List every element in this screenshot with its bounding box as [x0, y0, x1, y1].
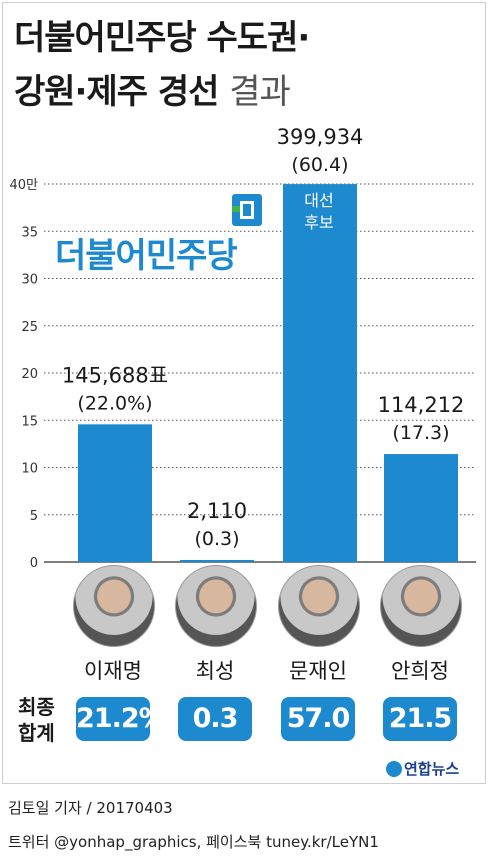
- data-label-pct-3: (60.4): [291, 154, 348, 176]
- final-total-4: 21.5: [383, 697, 457, 741]
- final-total-label-line-1: 최종: [18, 695, 55, 719]
- candidate-name-2: 최성: [195, 659, 235, 683]
- candidate-portrait-1: [73, 565, 155, 647]
- data-label-pct-4: (17.3): [392, 422, 449, 444]
- candidate-name-3: 문재인: [289, 659, 347, 683]
- candidate-portrait-3: [278, 565, 360, 647]
- title-line-2-bold: 강원·제주 경선: [14, 72, 219, 112]
- agency-logo: 연합뉴스: [386, 758, 459, 779]
- graphic-frame: [2, 2, 486, 784]
- candidate-name-1: 이재명: [84, 659, 142, 683]
- bar-4: [384, 454, 458, 562]
- y-tick-label: 0: [30, 556, 38, 571]
- title-line-2-light: 결과: [229, 72, 291, 112]
- final-total-2: 0.3: [178, 697, 252, 741]
- final-total-label: 최종 합계: [18, 694, 55, 746]
- credit-social: 트위터 @yonhap_graphics, 페이스북 tuney.kr/LeYN…: [8, 833, 379, 851]
- data-label-pct-2: (0.3): [194, 528, 239, 550]
- vote-bar-chart: 0 5 10 15 20 25 30 35 40만 145,688표 (22.0%) 2,110 (0.…: [9, 125, 476, 571]
- data-label-pct-1: (22.0%): [77, 392, 152, 414]
- y-tick-label: 20: [21, 367, 38, 382]
- y-tick-label: 15: [21, 414, 38, 429]
- candidate-name-4: 안희정: [391, 659, 449, 683]
- winner-annotation: 대선 후보: [286, 190, 352, 234]
- data-label-value-3: 399,934: [277, 125, 364, 149]
- final-total-1: 21.2%: [76, 697, 166, 741]
- bar-1: [78, 424, 152, 562]
- winner-annotation-line-2: 후보: [304, 213, 334, 232]
- y-tick-label: 40만: [9, 178, 38, 193]
- y-tick-label: 35: [21, 225, 38, 240]
- winner-annotation-line-1: 대선: [304, 191, 334, 210]
- final-total-3: 57.0: [281, 697, 355, 741]
- y-tick-label: 30: [21, 273, 38, 288]
- y-tick-label: 25: [21, 320, 38, 335]
- y-tick-label: 10: [21, 462, 38, 477]
- bar-2: [180, 560, 254, 562]
- candidate-portrait-4: [380, 565, 462, 647]
- data-label-value-4: 114,212: [378, 393, 465, 417]
- title-line-1: 더불어민주당 수도권·: [14, 18, 310, 58]
- agency-name: 연합뉴스: [404, 760, 460, 778]
- data-label-value-1: 145,688표: [62, 363, 168, 387]
- party-logo-text: 더불어민주당: [55, 236, 238, 276]
- party-logo-icon: [230, 192, 264, 232]
- credit-reporter: 김토일 기자 / 20170403: [8, 799, 173, 817]
- agency-globe-icon: [386, 761, 402, 777]
- bar-3: [283, 184, 357, 562]
- final-total-label-line-2: 합계: [18, 721, 55, 745]
- y-tick-label: 5: [30, 509, 38, 524]
- candidate-portrait-2: [175, 565, 257, 647]
- data-label-value-2: 2,110: [187, 499, 247, 523]
- title-line-2: 강원·제주 경선 결과: [14, 64, 291, 113]
